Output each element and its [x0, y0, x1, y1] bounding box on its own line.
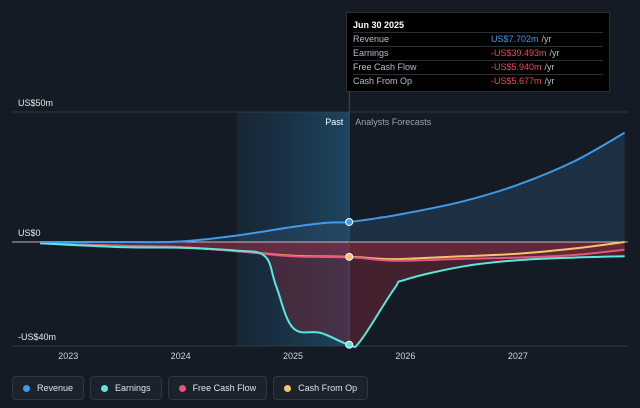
tooltip-unit: /yr — [549, 48, 560, 58]
tooltip-value: -US$39.493m — [491, 48, 547, 58]
x-tick-label: 2027 — [508, 351, 528, 361]
y-axis-label-zero: US$0 — [18, 228, 41, 238]
tooltip-unit: /yr — [544, 76, 555, 86]
tooltip-date: Jun 30 2025 — [353, 20, 405, 30]
tooltip-label: Revenue — [353, 34, 390, 44]
x-tick-label: 2026 — [395, 351, 415, 361]
legend-item-free-cash-flow[interactable]: Free Cash Flow — [167, 376, 268, 400]
legend-dot-icon — [101, 384, 109, 392]
marker-earnings — [345, 340, 354, 349]
tooltip-label: Cash From Op — [353, 76, 413, 86]
legend-label: Cash From Op — [298, 383, 358, 393]
legend-label: Free Cash Flow — [192, 383, 257, 393]
tooltip-label: Free Cash Flow — [353, 62, 417, 72]
legend-label: Earnings — [115, 383, 151, 393]
tooltip-value: US$7.702m — [491, 34, 539, 44]
series-line-earnings — [40, 242, 625, 349]
x-tick-label: 2024 — [171, 351, 191, 361]
marker-cash-from-op — [345, 252, 354, 261]
tooltip-row-cash-from-op: Cash From Op -US$5.677m /yr — [353, 74, 603, 88]
tooltip-row-earnings: Earnings -US$39.493m /yr — [353, 46, 603, 60]
y-axis-label-bottom: -US$40m — [18, 332, 56, 342]
legend-item-revenue[interactable]: Revenue — [12, 376, 85, 400]
legend-item-cash-from-op[interactable]: Cash From Op — [273, 376, 369, 400]
legend-item-earnings[interactable]: Earnings — [90, 376, 162, 400]
marker-revenue — [345, 217, 354, 226]
legend: Revenue Earnings Free Cash Flow Cash Fro… — [12, 376, 369, 400]
tooltip: Jun 30 2025 Revenue US$7.702m /yr Earnin… — [346, 12, 610, 92]
tooltip-row-free-cash-flow: Free Cash Flow -US$5.940m /yr — [353, 60, 603, 74]
forecast-label: Analysts Forecasts — [355, 117, 432, 127]
earnings-area — [40, 242, 625, 348]
x-tick-label: 2025 — [283, 351, 303, 361]
tooltip-unit: /yr — [541, 34, 552, 44]
tooltip-value: -US$5.940m — [491, 62, 542, 72]
legend-dot-icon — [23, 384, 30, 392]
legend-dot-icon — [178, 384, 186, 392]
legend-dot-icon — [284, 384, 292, 392]
revenue-area — [40, 132, 625, 243]
past-label: Past — [325, 117, 344, 127]
tooltip-label: Earnings — [353, 48, 389, 58]
x-tick-label: 2023 — [58, 351, 78, 361]
legend-label: Revenue — [37, 383, 74, 393]
tooltip-row-revenue: Revenue US$7.702m /yr — [353, 32, 603, 46]
tooltip-unit: /yr — [544, 62, 555, 72]
tooltip-value: -US$5.677m — [491, 76, 542, 86]
y-axis-label-top: US$50m — [18, 98, 53, 108]
